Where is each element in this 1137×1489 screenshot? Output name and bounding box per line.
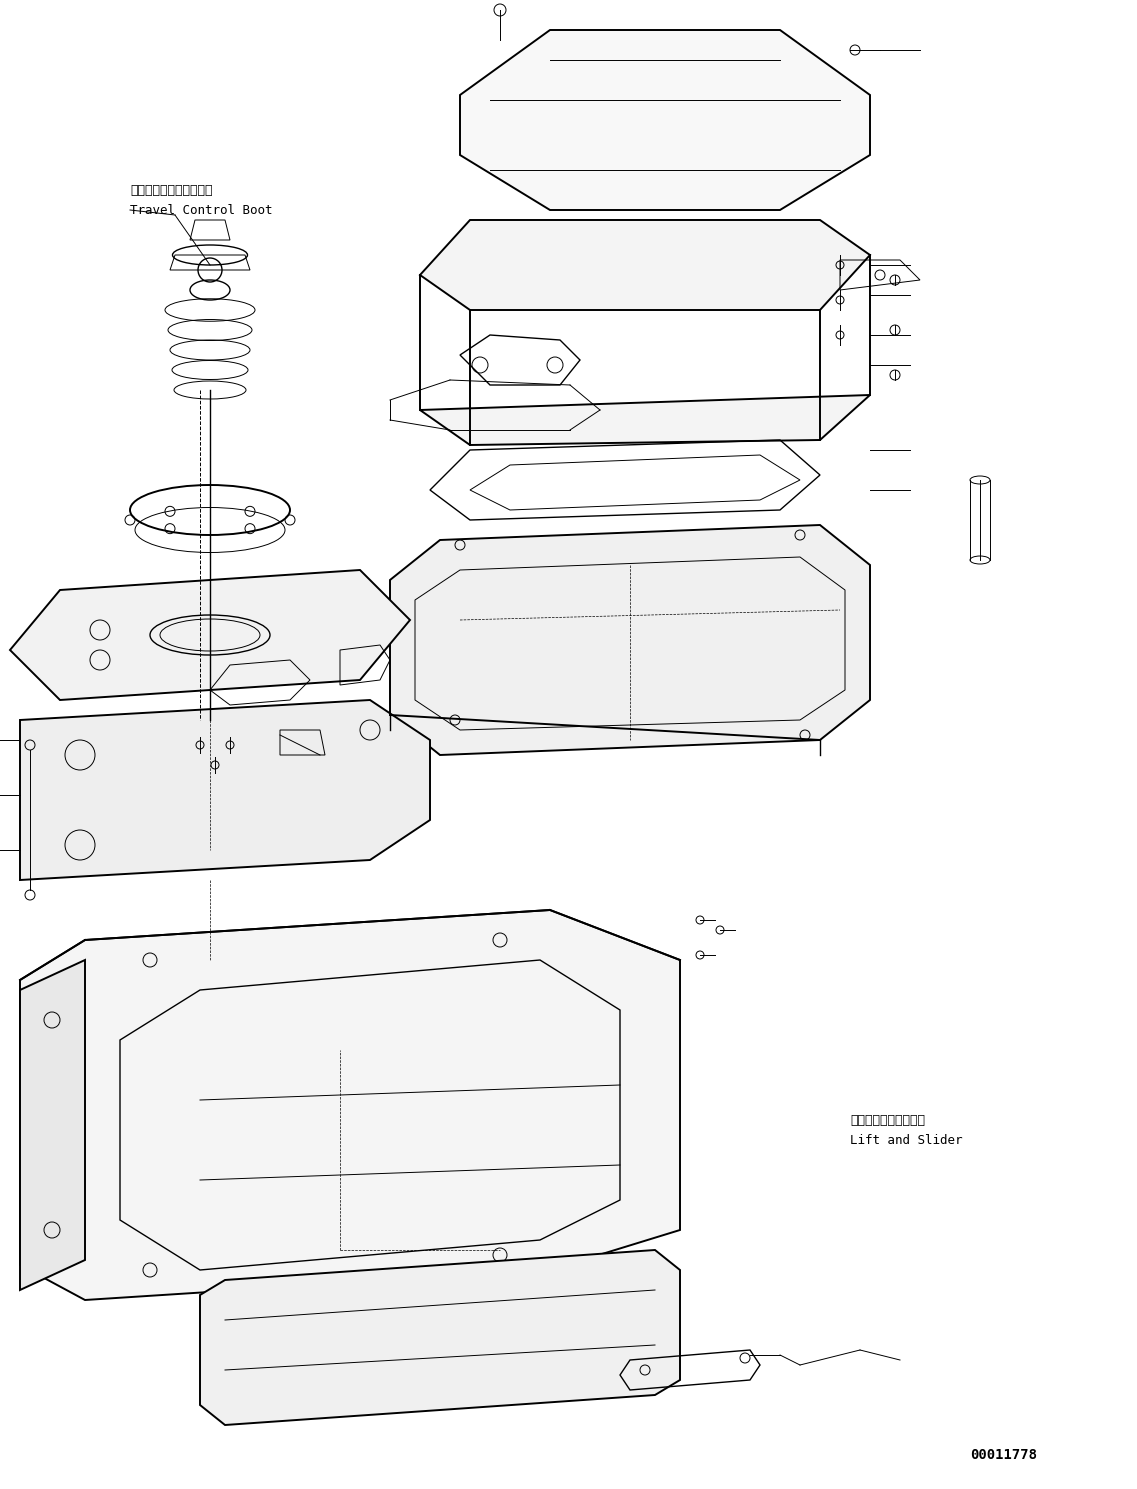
Polygon shape xyxy=(460,30,870,210)
Polygon shape xyxy=(420,220,870,310)
Polygon shape xyxy=(420,395,870,445)
Polygon shape xyxy=(390,526,870,755)
Text: Lift and Slider: Lift and Slider xyxy=(850,1133,963,1147)
Text: 走行コントロールブート: 走行コントロールブート xyxy=(130,183,213,197)
Text: 00011778: 00011778 xyxy=(970,1447,1037,1462)
Text: Travel Control Boot: Travel Control Boot xyxy=(130,204,273,216)
Text: リフトおよびスライダ: リフトおよびスライダ xyxy=(850,1114,926,1127)
Polygon shape xyxy=(10,570,410,700)
Polygon shape xyxy=(200,1249,680,1425)
Polygon shape xyxy=(20,960,85,1289)
Polygon shape xyxy=(20,700,430,880)
Polygon shape xyxy=(20,910,680,1300)
